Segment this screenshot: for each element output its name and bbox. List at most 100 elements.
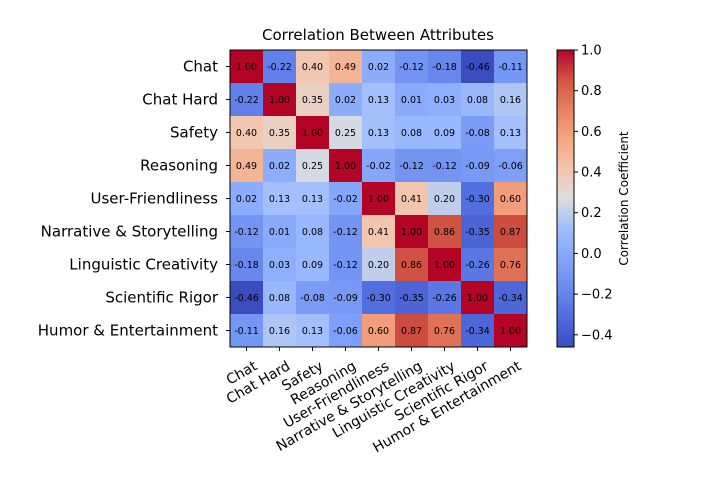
cell-value-label: 0.08	[302, 227, 323, 238]
heatmap-cell	[395, 50, 429, 84]
cell-value-label: 0.09	[302, 260, 323, 271]
heatmap-cell	[329, 149, 363, 183]
heatmap-cell	[329, 215, 363, 249]
row-label: Safety	[170, 124, 218, 142]
heatmap-cell	[362, 83, 396, 117]
cell-value-label: 0.16	[500, 95, 521, 106]
cell-value-label: 0.13	[368, 95, 389, 106]
heatmap-cell	[263, 248, 297, 282]
cell-value-label: 1.00	[335, 161, 356, 172]
cell-value-label: -0.18	[432, 62, 457, 73]
heatmap-cell	[395, 248, 429, 282]
cell-value-label: -0.02	[366, 161, 391, 172]
heatmap-cell	[230, 50, 264, 84]
heatmap-cell	[395, 281, 429, 315]
chart-title: Correlation Between Attributes	[262, 26, 494, 44]
heatmap-cell	[296, 248, 330, 282]
heatmap-cell	[230, 248, 264, 282]
heatmap-cell	[296, 182, 330, 216]
cell-value-label: 1.00	[302, 128, 323, 139]
heatmap-cell	[362, 182, 396, 216]
heatmap-cell	[461, 281, 495, 315]
cell-value-label: 0.41	[401, 194, 422, 205]
heatmap-cell	[395, 116, 429, 150]
cell-value-label: 0.49	[335, 62, 356, 73]
heatmap-cell	[428, 50, 462, 84]
cell-value-label: 0.41	[368, 227, 389, 238]
cell-value-label: 0.03	[269, 260, 290, 271]
heatmap-cell	[428, 314, 462, 348]
cell-value-label: -0.30	[465, 194, 490, 205]
heatmap-cell	[428, 116, 462, 150]
heatmap-cell	[230, 116, 264, 150]
cell-value-label: 0.35	[269, 128, 290, 139]
cell-value-label: 1.00	[401, 227, 422, 238]
cell-value-label: 0.02	[236, 194, 257, 205]
cell-value-label: 1.00	[467, 293, 488, 304]
cell-value-label: -0.11	[234, 326, 259, 337]
colorbar-label: Correlation Coefficient	[617, 131, 631, 266]
heatmap-cell	[494, 215, 528, 249]
heatmap-cells	[230, 50, 528, 348]
row-label: Humor & Entertainment	[38, 322, 218, 340]
cell-value-label: 0.49	[236, 161, 257, 172]
heatmap-cell	[263, 314, 297, 348]
cell-value-label: -0.18	[234, 260, 259, 271]
heatmap-cell	[494, 281, 528, 315]
cell-value-label: 0.08	[401, 128, 422, 139]
cell-value-label: -0.12	[234, 227, 259, 238]
cell-value-label: -0.22	[234, 95, 259, 106]
cell-value-label: 0.40	[236, 128, 257, 139]
heatmap-cell	[494, 116, 528, 150]
cell-value-label: 0.01	[269, 227, 290, 238]
colorbar-tick-label: −0.4	[581, 328, 613, 343]
cell-value-label: 0.35	[302, 95, 323, 106]
cell-value-label: 1.00	[269, 95, 290, 106]
heatmap-cell	[395, 83, 429, 117]
colorbar-ticks: 1.0 0.8 0.6 0.4 0.2 0.0 −0.2 −0.4	[574, 44, 613, 343]
heatmap-cell	[263, 215, 297, 249]
heatmap-cell	[461, 116, 495, 150]
cell-value-label: 0.02	[335, 95, 356, 106]
heatmap-cell	[428, 83, 462, 117]
heatmap-cell	[230, 215, 264, 249]
cell-value-label: -0.12	[399, 161, 424, 172]
heatmap-cell	[395, 182, 429, 216]
heatmap-cell	[428, 248, 462, 282]
cell-value-label: 1.00	[500, 326, 521, 337]
heatmap-cell	[296, 50, 330, 84]
heatmap-cell	[329, 248, 363, 282]
cell-value-label: 0.16	[269, 326, 290, 337]
heatmap-cell	[461, 182, 495, 216]
cell-value-label: -0.02	[333, 194, 358, 205]
colorbar-tick-label: 0.0	[581, 247, 602, 262]
heatmap-cell	[230, 281, 264, 315]
heatmap-cell	[296, 149, 330, 183]
cell-value-label: -0.06	[333, 326, 358, 337]
heatmap-cell	[263, 83, 297, 117]
heatmap-cell	[230, 149, 264, 183]
cell-value-label: -0.34	[498, 293, 523, 304]
heatmap-cell	[494, 50, 528, 84]
colorbar-tick-label: 0.2	[581, 206, 602, 221]
row-label: User-Friendliness	[91, 190, 219, 208]
cell-value-label: 0.76	[500, 260, 521, 271]
cell-value-label: 0.09	[434, 128, 455, 139]
cell-value-label: 0.13	[269, 194, 290, 205]
heatmap-cell	[230, 314, 264, 348]
heatmap-cell-labels: 1.00 -0.22 0.40 0.49 0.02 -0.12 -0.18 -0.46 -0.1…	[234, 62, 523, 337]
heatmap-cell	[296, 314, 330, 348]
heatmap-cell	[428, 149, 462, 183]
cell-value-label: 0.20	[434, 194, 455, 205]
cell-value-label: -0.11	[498, 62, 523, 73]
cell-value-label: 0.86	[434, 227, 455, 238]
cell-value-label: 0.40	[302, 62, 323, 73]
cell-value-label: 0.13	[302, 326, 323, 337]
row-label: Linguistic Creativity	[69, 256, 218, 274]
cell-value-label: -0.46	[234, 293, 259, 304]
heatmap-cell	[461, 50, 495, 84]
heatmap-cell	[428, 215, 462, 249]
cell-value-label: -0.09	[465, 161, 490, 172]
cell-value-label: -0.34	[465, 326, 490, 337]
